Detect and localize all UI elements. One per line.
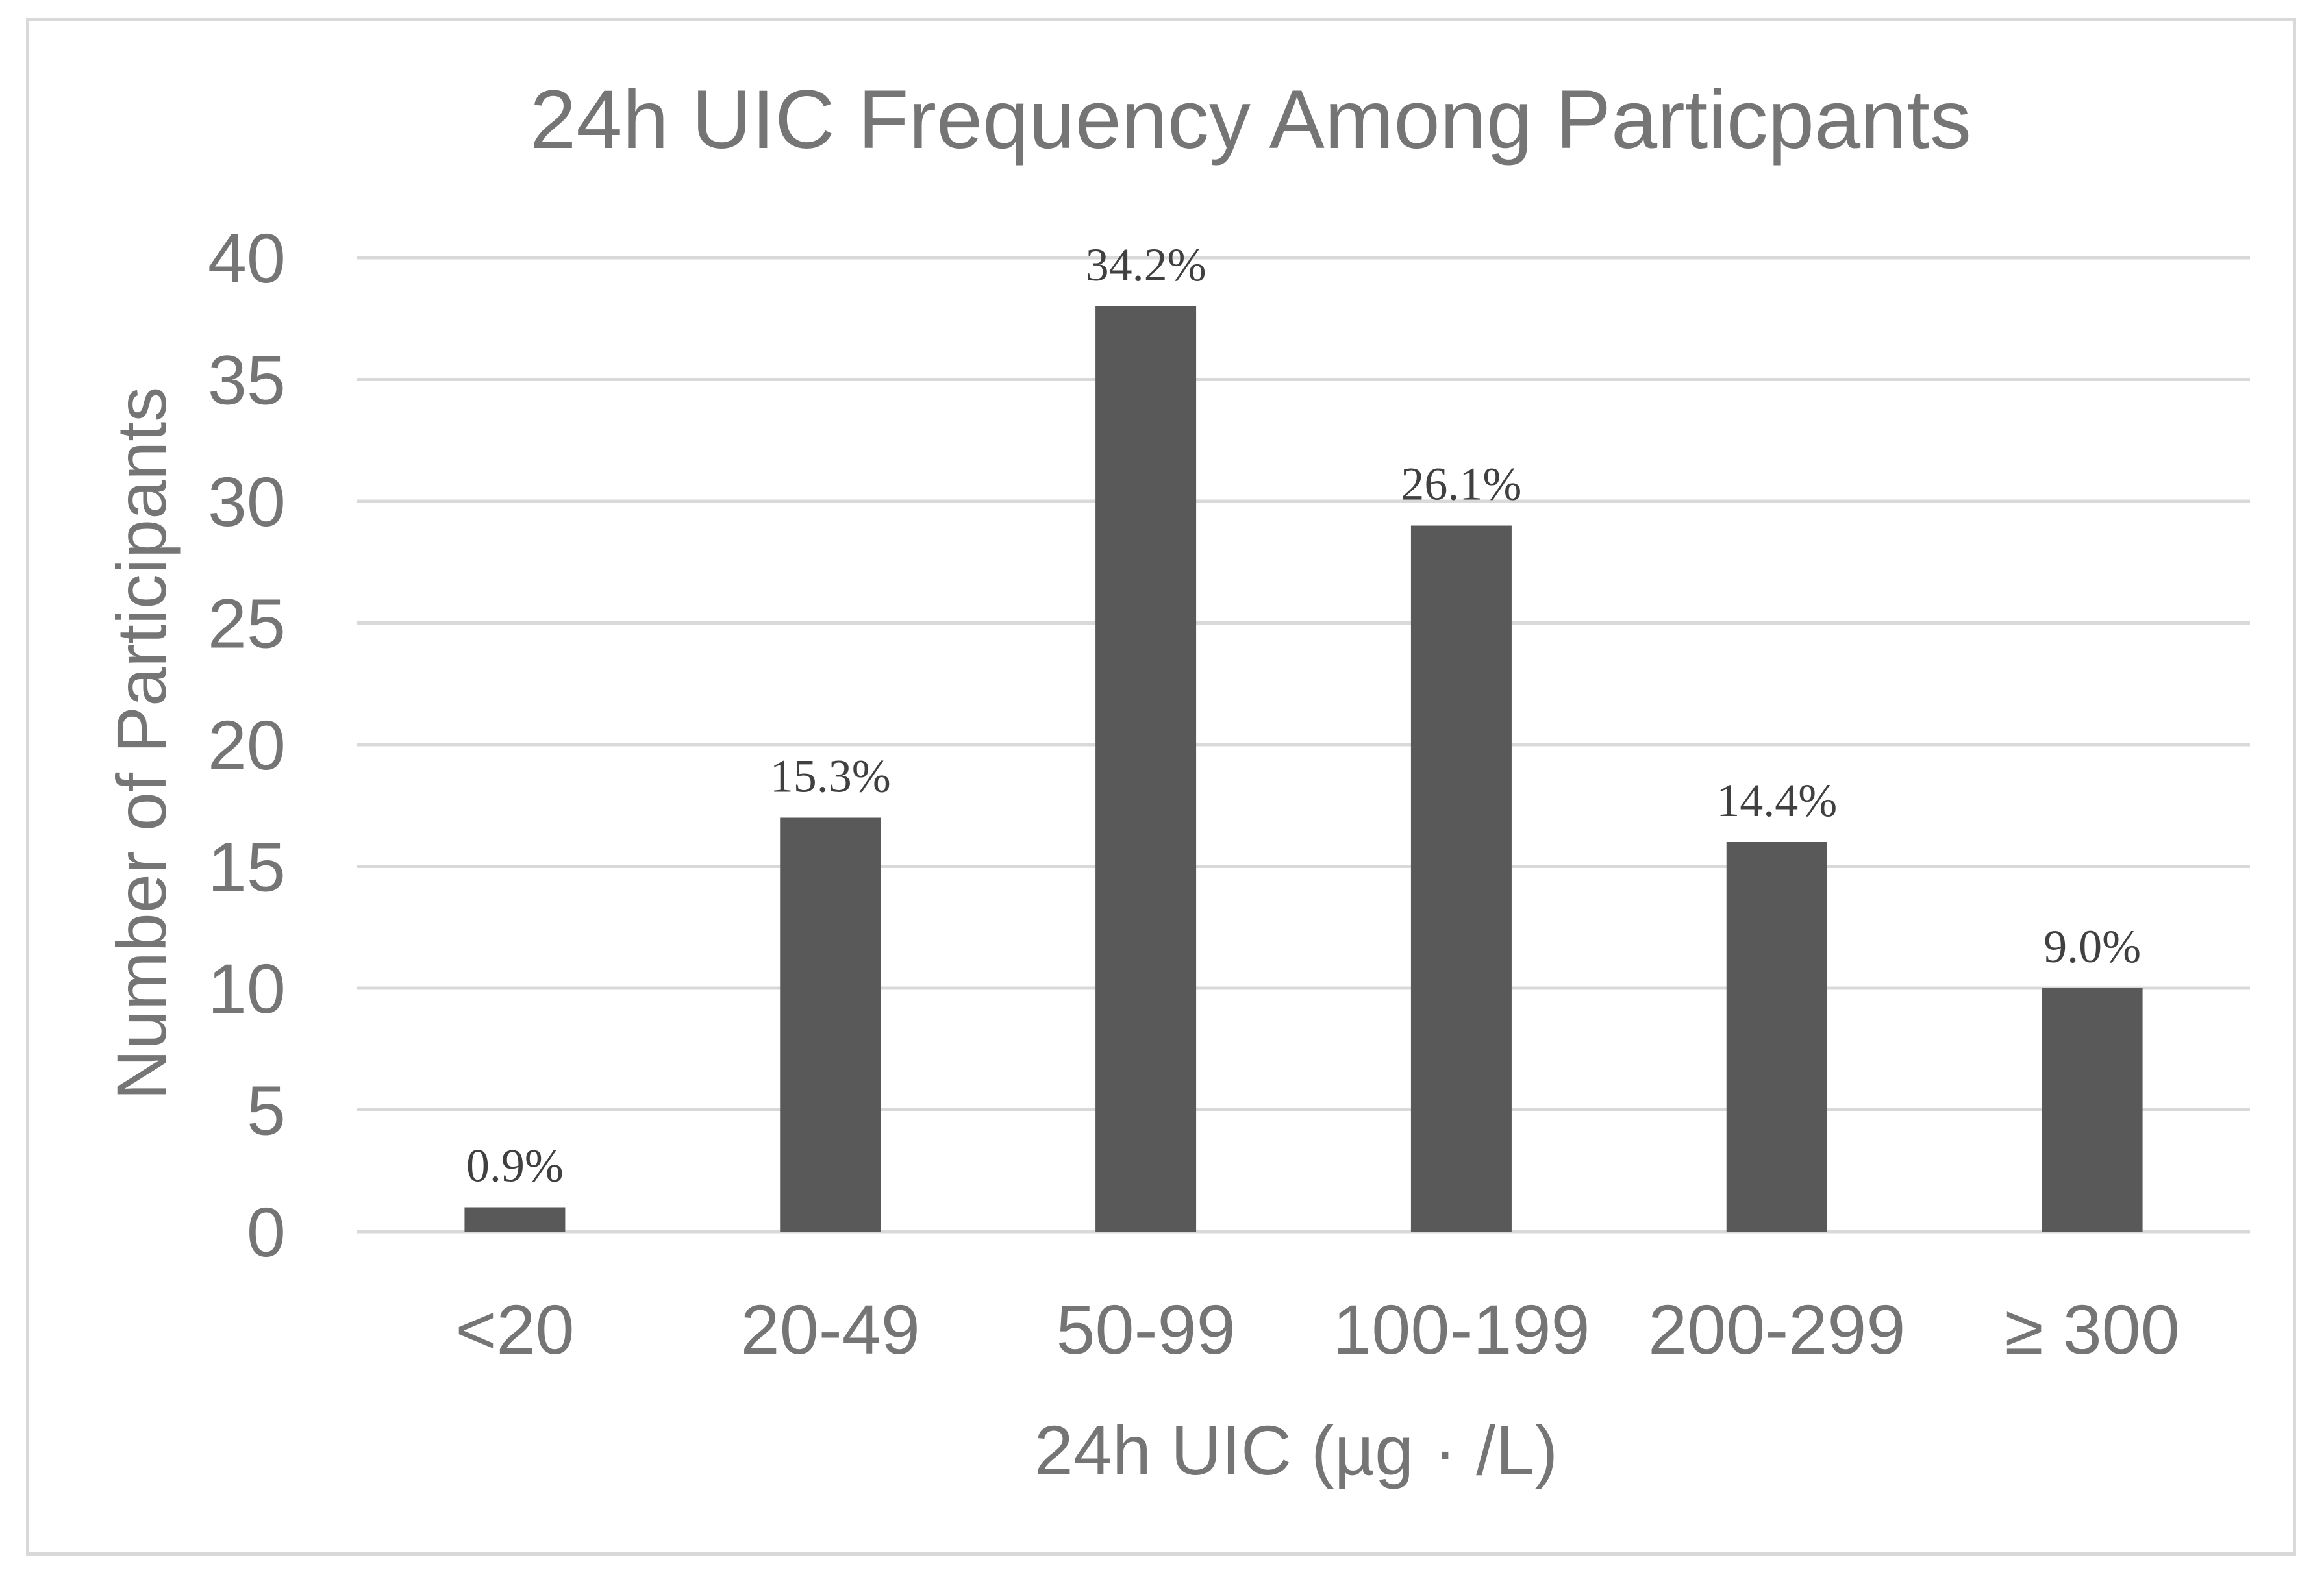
bar <box>464 1207 566 1232</box>
x-tick-label: <20 <box>455 1290 574 1369</box>
y-tick-label: 25 <box>208 584 286 663</box>
bar <box>1410 525 1512 1232</box>
y-tick-label: 30 <box>208 462 286 541</box>
y-tick-label: 0 <box>247 1193 286 1271</box>
x-axis-title: 24h UIC (µg · /L) <box>1034 1411 1558 1489</box>
bar <box>2042 988 2143 1232</box>
bar <box>780 817 881 1232</box>
data-label: 34.2% <box>1086 239 1206 291</box>
bars <box>464 306 2143 1232</box>
y-tick-label: 20 <box>208 706 286 784</box>
x-tick-label: 100-199 <box>1332 1290 1590 1369</box>
y-tick-label: 40 <box>208 219 286 297</box>
chart-title: 24h UIC Frequency Among Particpants <box>530 73 1971 166</box>
bar <box>1726 842 1827 1232</box>
data-label: 15.3% <box>770 751 891 802</box>
x-tick-label: 50-99 <box>1056 1290 1235 1369</box>
x-tick-label: 200-299 <box>1648 1290 1905 1369</box>
data-label: 9.0% <box>2043 921 2141 973</box>
y-tick-label: 15 <box>208 828 286 906</box>
bar <box>1095 306 1197 1232</box>
y-axis-ticks: 0 5 10 15 20 25 30 35 40 <box>208 219 286 1271</box>
data-label: 14.4% <box>1716 775 1837 826</box>
y-tick-label: 35 <box>208 341 286 419</box>
data-label: 26.1% <box>1401 458 1521 510</box>
x-tick-label: 20-49 <box>741 1290 920 1369</box>
x-tick-label: ≥ 300 <box>2005 1290 2179 1369</box>
data-labels: 0.9% 15.3% 34.2% 26.1% 14.4% 9.0% <box>466 239 2141 1192</box>
data-label: 0.9% <box>466 1140 564 1192</box>
y-tick-label: 10 <box>208 949 286 1028</box>
x-axis-ticks: <20 20-49 50-99 100-199 200-299 ≥ 300 <box>455 1290 2180 1369</box>
y-tick-label: 5 <box>247 1071 286 1150</box>
gridlines <box>357 256 2250 1234</box>
y-axis-title: Number of Participants <box>102 387 181 1100</box>
